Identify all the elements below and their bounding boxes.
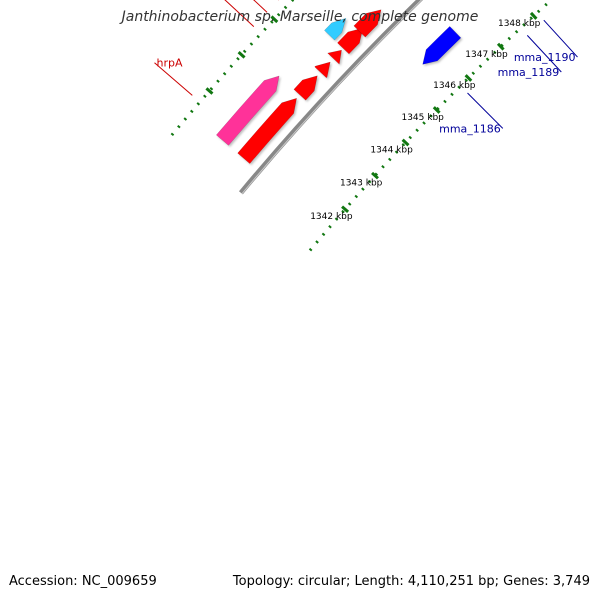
- gene-feature[interactable]: [237, 97, 297, 164]
- gene-labels: hrpAmma_1181mma_1182mma_1183dcdmma_1185m…: [154, 0, 578, 135]
- label-leader-line: [154, 62, 193, 96]
- genome-backbone-line: [238, 0, 424, 195]
- gene-features: [215, 9, 462, 164]
- major-tick: [237, 51, 246, 59]
- kbp-tick-label: 1348 kbp: [498, 19, 541, 29]
- gene-mma_1181[interactable]: [293, 75, 318, 101]
- accession-text: Accession: NC_009659: [9, 574, 157, 589]
- gene-label-hrpA[interactable]: hrpA: [157, 57, 183, 70]
- genome-backbone: [238, 0, 424, 195]
- genome-backbone-highlight: [241, 0, 423, 195]
- kbp-tick-label: 1343 kbp: [340, 178, 383, 188]
- gene-label-mma_1186[interactable]: mma_1186: [439, 122, 501, 135]
- label-leader-line: [543, 19, 578, 58]
- gene-hrpA[interactable]: [215, 75, 280, 146]
- gene-mma_1183[interactable]: [327, 49, 342, 65]
- major-tick: [205, 87, 214, 95]
- kbp-tick-label: 1344 kbp: [370, 145, 413, 155]
- major-tick: [341, 205, 350, 214]
- label-leader-line: [224, 0, 255, 27]
- map-title: Janthinobacterium sp. Marseille, complet…: [121, 9, 479, 25]
- kbp-tick-label: 1347 kbp: [465, 50, 508, 60]
- label-leader-line: [253, 0, 268, 13]
- label-leader-line: [467, 92, 504, 129]
- gene-label-mma_1189[interactable]: mma_1189: [498, 66, 560, 79]
- gene-feature[interactable]: [337, 27, 364, 55]
- inner-dotted-ring: [308, 0, 554, 252]
- major-tick: [371, 171, 379, 180]
- gene-label-mma_1190[interactable]: mma_1190: [514, 51, 576, 64]
- major-tick: [464, 74, 473, 82]
- scale-ticks: 1342 kbp 1343 kbp 1344 kbp 1345 kbp 1346 kbp…: [170, 0, 554, 252]
- kbp-tick-label: 1342 kbp: [310, 212, 353, 222]
- topology-summary: Topology: circular; Length: 4,110,251 bp…: [232, 574, 590, 589]
- gene-mma_1186[interactable]: [422, 26, 462, 65]
- gene-mma_1182[interactable]: [314, 61, 331, 79]
- major-tick: [496, 42, 505, 51]
- major-tick: [270, 15, 279, 24]
- major-tick: [401, 138, 410, 147]
- major-tick: [432, 106, 441, 114]
- gene-mma_1185[interactable]: [353, 9, 382, 38]
- label-leader-line: [526, 35, 562, 73]
- kbp-tick-label: 1345 kbp: [401, 113, 444, 123]
- major-tick: [529, 11, 538, 20]
- kbp-tick-label: 1346 kbp: [433, 81, 476, 91]
- gene-dcd[interactable]: [324, 17, 347, 41]
